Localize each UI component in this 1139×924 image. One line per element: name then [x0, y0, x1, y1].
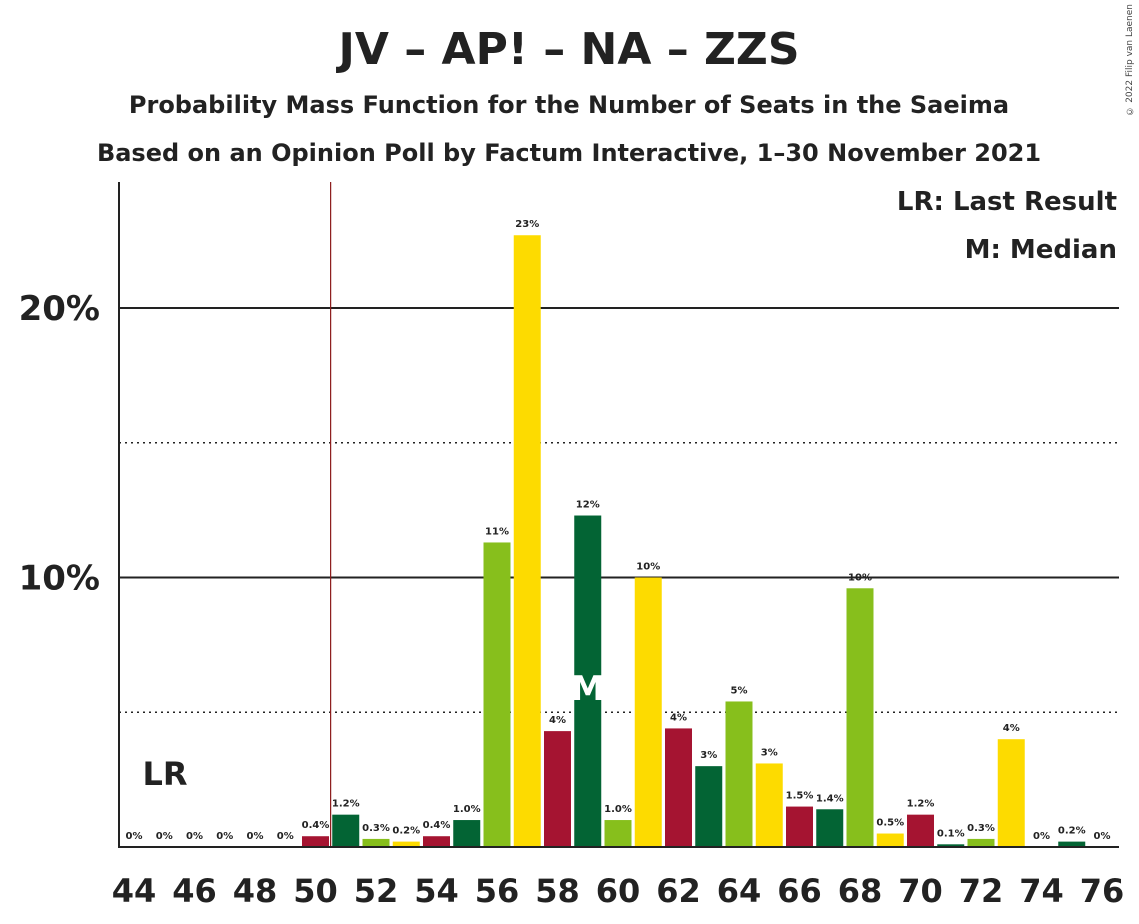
x-tick-label: 50 [293, 872, 338, 910]
x-tick-label: 52 [354, 872, 399, 910]
data-label-seat-66: 1.5% [786, 791, 814, 802]
data-label-seat-53: 0.2% [392, 826, 420, 837]
data-label-seat-64: 5% [731, 685, 748, 696]
bar-seat-69 [876, 833, 904, 847]
data-label-seat-60: 1.0% [604, 804, 632, 815]
data-label-seat-51: 1.2% [332, 799, 360, 810]
y-tick-labels: 10% 20% [19, 289, 100, 599]
bars [302, 235, 1086, 848]
bar-seat-73 [997, 739, 1025, 847]
x-tick-label: 46 [172, 872, 217, 910]
bar-seat-68 [846, 588, 874, 847]
bar-seat-52 [362, 838, 390, 847]
copyright-note: © 2022 Filip van Laenen [1125, 4, 1135, 116]
bar-seat-57 [513, 235, 541, 848]
data-label-seat-48: 0% [247, 831, 264, 842]
legend-last-result: LR: Last Result [897, 187, 1117, 217]
bar-seat-56 [483, 542, 511, 847]
bar-labels: 0% 0% 0% 0% 0% 0%0.4%1.2%0.3% 0.2% 0.4%1.0%11%2… [126, 219, 1111, 842]
data-label-seat-55: 1.0% [453, 804, 481, 815]
bar-seat-70 [907, 814, 934, 847]
chart-subtitle: Probability Mass Function for the Number… [129, 91, 1009, 119]
data-label-seat-46: 0% [186, 831, 203, 842]
x-tick-label: 72 [959, 872, 1004, 910]
y-tick-label: 10% [19, 559, 100, 599]
last-result-marker: LR [142, 755, 187, 793]
chart-title: JV – AP! – NA – ZZS [335, 24, 799, 75]
bar-seat-53 [392, 841, 420, 847]
bar-seat-67 [816, 809, 844, 847]
x-tick-labels: 44 46 48 50 52 54 56 58 60 62 64 66 68 70 72 74 76 [112, 872, 1125, 910]
data-label-seat-71: 0.1% [937, 828, 965, 839]
bar-seat-72 [967, 838, 995, 847]
axes [118, 182, 1119, 848]
data-label-seat-70: 1.2% [907, 799, 935, 810]
data-label-seat-73: 4% [1003, 723, 1020, 734]
data-label-seat-49: 0% [277, 831, 294, 842]
bar-seat-51 [332, 814, 360, 847]
x-tick-label: 60 [596, 872, 641, 910]
gridlines [119, 182, 1119, 847]
bar-seat-58 [544, 731, 571, 847]
data-label-seat-74: 0% [1033, 831, 1050, 842]
legend-median: M: Median [965, 235, 1117, 265]
data-label-seat-45: 0% [156, 831, 173, 842]
bar-seat-75 [1058, 841, 1086, 847]
data-label-seat-58: 4% [549, 715, 566, 726]
x-tick-label: 56 [475, 872, 520, 910]
data-label-seat-44: 0% [126, 831, 143, 842]
y-tick-label: 20% [19, 289, 100, 329]
bar-seat-59 [574, 515, 602, 847]
bar-seat-62 [665, 728, 692, 847]
data-label-seat-75: 0.2% [1058, 826, 1086, 837]
data-label-seat-52: 0.3% [362, 823, 390, 834]
data-label-seat-62: 4% [670, 712, 687, 723]
bar-seat-65 [755, 763, 783, 847]
median-marker: M [571, 669, 605, 709]
chart-subtitle-poll: Based on an Opinion Poll by Factum Inter… [97, 139, 1041, 167]
x-tick-label: 70 [898, 872, 943, 910]
data-label-seat-54: 0.4% [423, 820, 451, 831]
x-tick-label: 66 [777, 872, 822, 910]
data-label-seat-67: 1.4% [816, 793, 844, 804]
data-label-seat-61: 10% [636, 562, 660, 573]
data-label-seat-57: 23% [515, 219, 539, 230]
data-label-seat-47: 0% [216, 831, 233, 842]
x-tick-label: 48 [233, 872, 278, 910]
x-tick-label: 74 [1019, 872, 1064, 910]
data-label-seat-65: 3% [761, 747, 778, 758]
data-label-seat-63: 3% [700, 750, 717, 761]
data-label-seat-59: 12% [576, 500, 600, 511]
x-tick-label: 62 [656, 872, 701, 910]
bar-seat-66 [786, 806, 813, 847]
bar-seat-50 [302, 836, 329, 847]
bar-seat-55 [453, 820, 481, 847]
x-tick-label: 76 [1080, 872, 1125, 910]
bar-seat-60 [604, 820, 632, 847]
bar-seat-71 [937, 844, 965, 847]
x-tick-label: 44 [112, 872, 157, 910]
x-tick-label: 54 [414, 872, 459, 910]
bar-seat-63 [695, 766, 723, 847]
data-label-seat-56: 11% [485, 526, 509, 537]
data-label-seat-69: 0.5% [876, 818, 904, 829]
data-label-seat-76: 0% [1094, 831, 1111, 842]
x-tick-label: 64 [717, 872, 762, 910]
bar-seat-61 [634, 577, 662, 847]
data-label-seat-50: 0.4% [302, 820, 330, 831]
data-label-seat-68: 10% [848, 572, 872, 583]
x-tick-label: 68 [838, 872, 883, 910]
bar-seat-64 [725, 701, 753, 847]
x-tick-label: 58 [535, 872, 580, 910]
data-label-seat-72: 0.3% [967, 823, 995, 834]
bar-seat-54 [423, 836, 450, 847]
